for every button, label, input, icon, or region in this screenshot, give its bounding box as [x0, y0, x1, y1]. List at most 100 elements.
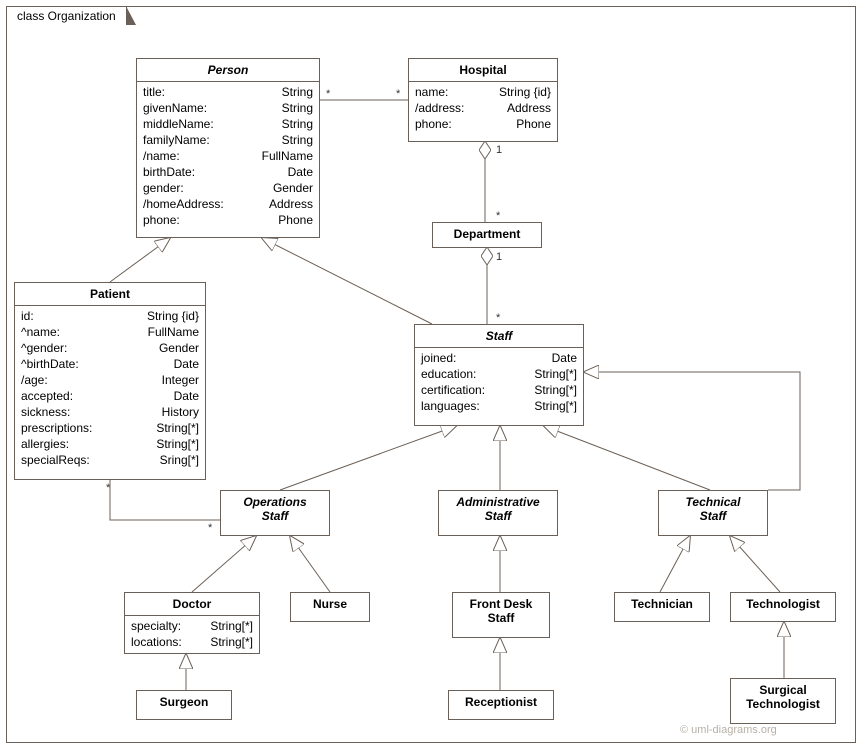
uml-diagram: class Organization Persontitle:Stringgiv…: [0, 0, 860, 747]
attr-row: gender:Gender: [143, 180, 313, 196]
class-body: id:String {id}^name: FullName ^gender: Gend…: [15, 306, 205, 470]
class-surgtech: SurgicalTechnologist: [730, 678, 836, 724]
attr-row: accepted:Date: [21, 388, 199, 404]
attr-type: Sring[*]: [160, 452, 199, 468]
attr-name: languages:: [421, 398, 494, 414]
class-title: Doctor: [125, 593, 259, 616]
attr-row: /homeAddress:Address: [143, 196, 313, 212]
attr-type: Phone: [278, 212, 313, 228]
class-title: Patient: [15, 283, 205, 306]
class-title: Nurse: [291, 593, 369, 615]
attr-type: String {id}: [499, 84, 551, 100]
attr-type: String[*]: [210, 618, 253, 634]
multiplicity-label: *: [106, 482, 110, 494]
attr-row: /age: Integer: [21, 372, 199, 388]
attr-type: History: [162, 404, 199, 420]
attr-name: phone:: [415, 116, 466, 132]
class-tech: TechnicalStaff: [658, 490, 768, 536]
attr-type: Gender: [273, 180, 313, 196]
attr-type: Gender: [159, 340, 199, 356]
attr-name: /address:: [415, 100, 478, 116]
attr-type: String[*]: [156, 420, 199, 436]
attr-name: familyName:: [143, 132, 224, 148]
attr-name: /age:: [21, 372, 62, 388]
attr-row: specialty: String[*]: [131, 618, 253, 634]
class-hospital: Hospital name: String {id} /address: Address…: [408, 58, 558, 142]
class-title: SurgicalTechnologist: [731, 679, 835, 715]
attr-name: ^gender:: [21, 340, 81, 356]
attr-row: ^name: FullName: [21, 324, 199, 340]
attr-name: /name:: [143, 148, 194, 164]
attr-type: FullName: [262, 148, 313, 164]
class-title: AdministrativeStaff: [439, 491, 557, 527]
attr-name: givenName:: [143, 100, 221, 116]
attr-type: String: [282, 132, 313, 148]
class-technician: Technician: [614, 592, 710, 622]
class-nurse: Nurse: [290, 592, 370, 622]
attr-name: ^birthDate:: [21, 356, 93, 372]
class-title: OperationsStaff: [221, 491, 329, 527]
class-receptionist: Receptionist: [448, 690, 554, 720]
class-department: Department: [432, 222, 542, 248]
attr-type: Address: [507, 100, 551, 116]
attr-row: phone: Phone: [415, 116, 551, 132]
attr-row: education:String[*]: [421, 366, 577, 382]
attr-name: joined:: [421, 350, 470, 366]
attr-type: String[*]: [534, 366, 577, 382]
attr-type: String: [282, 84, 313, 100]
class-title: Front DeskStaff: [453, 593, 549, 629]
attr-row: phone: Phone: [143, 212, 313, 228]
class-body: title:StringgivenName:StringmiddleName:S…: [137, 82, 319, 230]
attr-type: FullName: [148, 324, 199, 340]
attr-name: /homeAddress:: [143, 196, 238, 212]
attr-row: middleName:String: [143, 116, 313, 132]
attr-row: birthDate:Date: [143, 164, 313, 180]
multiplicity-label: *: [496, 312, 500, 324]
attr-row: id:String {id}: [21, 308, 199, 324]
class-title: Department: [433, 223, 541, 245]
attr-name: title:: [143, 84, 179, 100]
class-admin: AdministrativeStaff: [438, 490, 558, 536]
attr-name: sickness:: [21, 404, 84, 420]
multiplicity-label: 1: [496, 144, 502, 156]
class-doctor: Doctor specialty: String[*] locations: Strin…: [124, 592, 260, 654]
attr-name: middleName:: [143, 116, 228, 132]
attr-row: ^birthDate:Date: [21, 356, 199, 372]
attr-row: locations: String[*]: [131, 634, 253, 650]
attr-type: Phone: [516, 116, 551, 132]
class-title: Surgeon: [137, 691, 231, 713]
class-title: Person: [137, 59, 319, 82]
class-staff: Staffjoined:Dateeducation:String[*]certi…: [414, 324, 584, 426]
attr-type: String[*]: [210, 634, 253, 650]
attr-name: locations:: [131, 634, 196, 650]
attr-name: ^name:: [21, 324, 74, 340]
attr-row: sickness: History: [21, 404, 199, 420]
class-title: Receptionist: [449, 691, 553, 713]
class-person: Persontitle:StringgivenName:Stringmiddle…: [136, 58, 320, 238]
attr-row: prescriptions:String[*]: [21, 420, 199, 436]
multiplicity-label: *: [496, 210, 500, 222]
package-name-text: class Organization: [17, 9, 116, 23]
attr-name: specialty:: [131, 618, 195, 634]
attr-type: Date: [552, 350, 577, 366]
class-ops: OperationsStaff: [220, 490, 330, 536]
class-title: Hospital: [409, 59, 557, 82]
attr-name: id:: [21, 308, 48, 324]
attr-name: accepted:: [21, 388, 87, 404]
attr-type: String: [282, 100, 313, 116]
multiplicity-label: *: [326, 88, 330, 100]
attr-name: name:: [415, 84, 462, 100]
attr-row: ^gender: Gender: [21, 340, 199, 356]
class-frontdesk: Front DeskStaff: [452, 592, 550, 638]
attr-row: languages:String[*]: [421, 398, 577, 414]
attr-row: givenName: String: [143, 100, 313, 116]
multiplicity-label: *: [208, 522, 212, 534]
multiplicity-label: 1: [496, 251, 502, 263]
attr-row: /name: FullName: [143, 148, 313, 164]
attr-row: /address: Address: [415, 100, 551, 116]
class-technologist: Technologist: [730, 592, 836, 622]
class-title: Technologist: [731, 593, 835, 615]
class-title: Technician: [615, 593, 709, 615]
attr-name: phone:: [143, 212, 194, 228]
attr-type: Integer: [162, 372, 199, 388]
